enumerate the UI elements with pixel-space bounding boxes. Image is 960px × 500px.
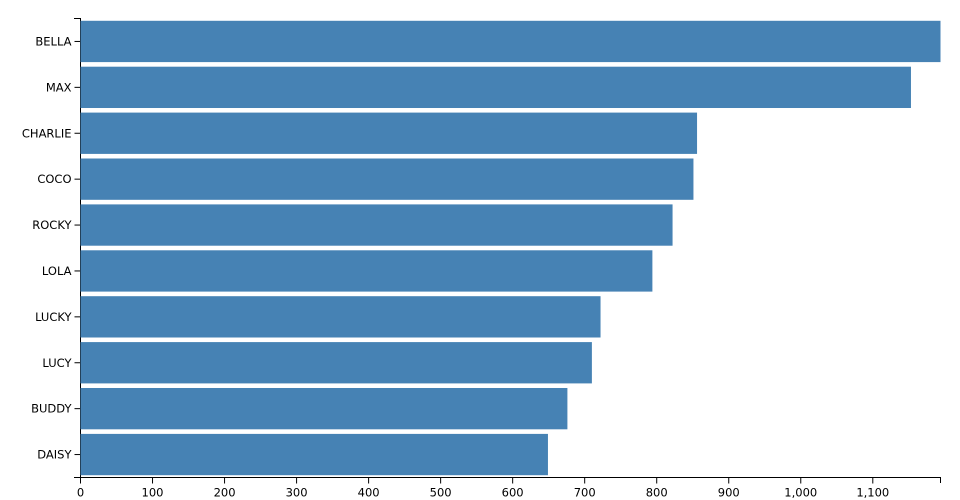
y-tick-label: CHARLIE [22, 126, 72, 140]
y-tick-label: ROCKY [32, 218, 72, 232]
y-tick-label: BUDDY [31, 402, 72, 416]
y-tick-label: LUCKY [35, 310, 72, 324]
x-tick-label: 400 [358, 486, 380, 500]
x-tick-label: 1,000 [784, 486, 817, 500]
x-tick-label: 600 [502, 486, 524, 500]
x-tick-label: 200 [214, 486, 236, 500]
y-tick-label: LOLA [42, 264, 72, 278]
y-tick-label: BELLA [35, 34, 71, 48]
y-axis-line [74, 18, 81, 478]
x-tick-label: 100 [142, 486, 164, 500]
bar [80, 66, 911, 109]
bar [80, 112, 698, 154]
y-tick-label: DAISY [37, 448, 72, 462]
x-axis-line [80, 477, 941, 483]
bar [80, 387, 568, 430]
y-tick-label: LUCY [42, 356, 72, 370]
bar [80, 20, 941, 63]
x-tick-label: 300 [286, 486, 308, 500]
x-tick-label: 800 [646, 486, 668, 500]
bar [80, 250, 653, 292]
bar [80, 158, 694, 200]
x-tick-label: 700 [574, 486, 596, 500]
bar [80, 204, 673, 246]
x-tick-label: 0 [77, 486, 84, 500]
x-tick-label: 500 [430, 486, 452, 500]
x-tick-label: 1,100 [856, 486, 889, 500]
x-tick-label: 900 [718, 486, 740, 500]
bar [80, 342, 592, 384]
y-tick-label: COCO [37, 172, 71, 186]
bar [80, 433, 548, 476]
y-tick-label: MAX [46, 80, 72, 94]
bar [80, 296, 601, 338]
